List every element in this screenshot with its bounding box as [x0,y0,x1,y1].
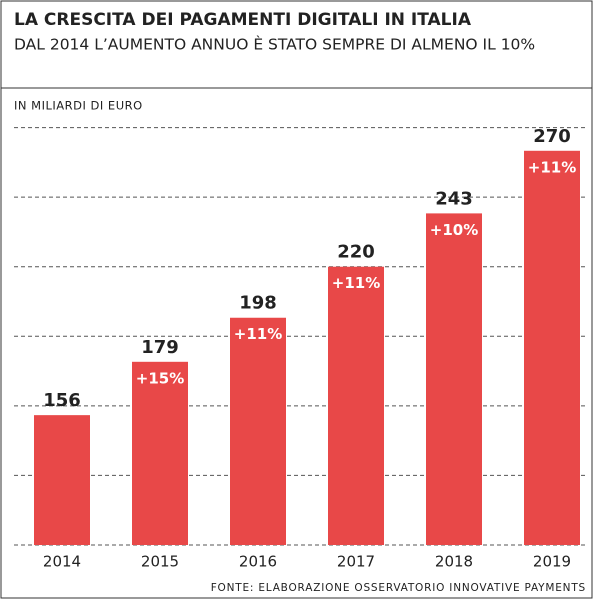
value-label: 243 [435,188,473,209]
value-label: 198 [239,293,277,314]
x-tick-label: 2016 [239,553,277,571]
x-tick-label: 2014 [43,553,81,571]
bar [426,213,482,545]
growth-label: +11% [332,274,380,292]
y-axis-label: IN MILIARDI DI EURO [14,99,143,113]
source: FONTE: ELABORAZIONE OSSERVATORIO INNOVAT… [211,582,586,594]
bar [34,415,90,545]
chart-title: LA CRESCITA DEI PAGAMENTI DIGITALI IN IT… [14,10,472,30]
bar [230,317,286,545]
bar [132,361,188,545]
growth-label: +10% [430,221,478,239]
bar [524,150,580,545]
value-label: 179 [141,337,179,358]
value-label: 270 [533,126,571,147]
x-tick-label: 2019 [533,553,571,571]
x-tick-label: 2015 [141,553,179,571]
x-tick-label: 2018 [435,553,473,571]
value-label: 156 [43,390,81,411]
value-label: 220 [337,242,375,263]
growth-label: +15% [136,369,184,387]
chart-subtitle: DAL 2014 L’AUMENTO ANNUO È STATO SEMPRE … [14,35,535,54]
growth-label: +11% [528,158,576,176]
x-tick-label: 2017 [337,553,375,571]
bar [328,266,384,545]
growth-label: +11% [234,325,282,343]
